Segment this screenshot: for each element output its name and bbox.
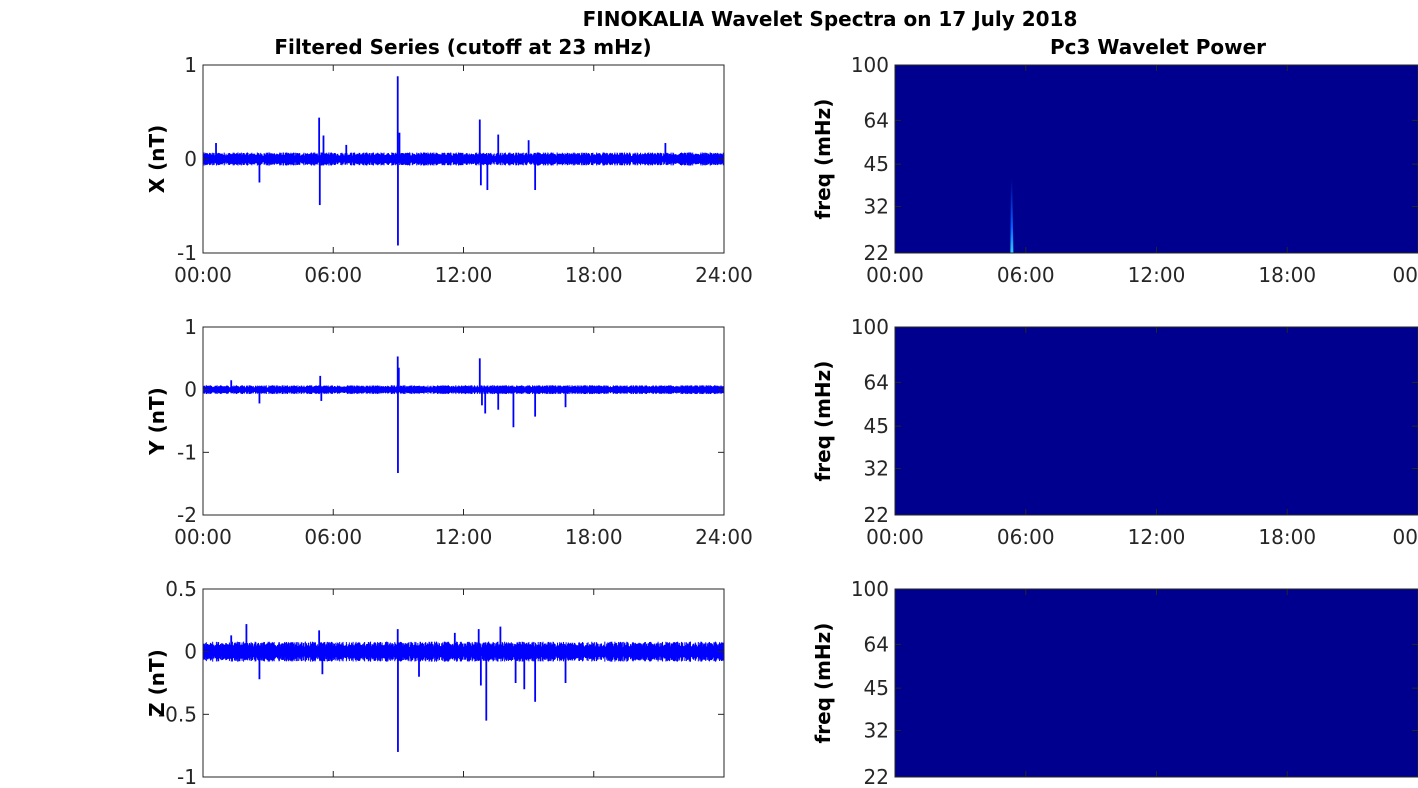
y-tick-label: -0.5 bbox=[158, 702, 197, 726]
heatmap-background bbox=[895, 327, 1418, 515]
figure-title: FINOKALIA Wavelet Spectra on 17 July 201… bbox=[583, 7, 1078, 31]
wavelet-panel-x bbox=[894, 64, 1418, 254]
x-tick-label: 00:00 bbox=[174, 263, 232, 287]
y-axis-label: Y (nT) bbox=[145, 387, 169, 456]
right-column-title: Pc3 Wavelet Power bbox=[1050, 35, 1266, 59]
x-tick-label: 06:00 bbox=[304, 525, 362, 549]
y-tick-label: 1 bbox=[184, 315, 197, 339]
wavelet-power-feature bbox=[1010, 178, 1014, 253]
x-tick-label: 06:00 bbox=[997, 263, 1055, 287]
y-tick-label: 45 bbox=[864, 414, 889, 438]
y-tick-label: 32 bbox=[864, 718, 889, 742]
y-tick-label: 45 bbox=[864, 676, 889, 700]
y-tick-label: 0 bbox=[184, 640, 197, 664]
panels: 10-100:00 06:00 12:00 18:00 24:00X (nT)10-1-… bbox=[145, 53, 1418, 788]
y-axis-label: freq (mHz) bbox=[811, 623, 835, 744]
x-tick-label: 18:00 bbox=[1258, 525, 1316, 549]
x-tick-label: 06:00 bbox=[304, 263, 362, 287]
y-tick-label: 32 bbox=[864, 194, 889, 218]
y-tick-label: -1 bbox=[177, 765, 197, 788]
y-tick-label: 100 bbox=[851, 315, 889, 339]
y-tick-label: 32 bbox=[864, 456, 889, 480]
y-tick-label: 1 bbox=[184, 53, 197, 77]
y-axis-label: freq (mHz) bbox=[811, 361, 835, 482]
x-tick-label: 24:00 bbox=[695, 525, 753, 549]
x-tick-label: 06:00 bbox=[997, 525, 1055, 549]
x-tick-label: 00:00 bbox=[174, 525, 232, 549]
x-tick-label: 18:00 bbox=[565, 263, 623, 287]
y-tick-label: 64 bbox=[864, 370, 889, 394]
y-tick-label: 0 bbox=[184, 147, 197, 171]
y-tick-label: 64 bbox=[864, 108, 889, 132]
signal-trace bbox=[202, 385, 725, 395]
wavelet-panel-z bbox=[894, 588, 1418, 778]
x-tick-label: 12:00 bbox=[435, 263, 493, 287]
x-tick-label: 12:00 bbox=[1128, 525, 1186, 549]
x-tick-label: 18:00 bbox=[1258, 263, 1316, 287]
x-tick-label: 12:00 bbox=[1128, 263, 1186, 287]
x-tick-label: 00:00 bbox=[866, 263, 924, 287]
y-tick-label: 64 bbox=[864, 632, 889, 656]
y-tick-label: 100 bbox=[851, 577, 889, 601]
y-tick-label: 22 bbox=[864, 765, 889, 788]
y-tick-label: 0.5 bbox=[165, 577, 197, 601]
y-axis-label: Z (nT) bbox=[145, 649, 169, 717]
x-tick-label: 12:00 bbox=[435, 525, 493, 549]
y-tick-label: 0 bbox=[184, 378, 197, 402]
y-tick-label: 22 bbox=[864, 503, 889, 527]
timeseries-panel-z bbox=[202, 588, 725, 778]
y-axis-label: freq (mHz) bbox=[811, 99, 835, 220]
y-axis-label: X (nT) bbox=[145, 125, 169, 194]
signal-trace bbox=[202, 641, 725, 662]
x-tick-label: 24:00 bbox=[695, 263, 753, 287]
x-tick-label: 00:00 bbox=[866, 525, 924, 549]
x-tick-label: 00 bbox=[1393, 525, 1418, 549]
signal-trace bbox=[202, 152, 725, 166]
y-tick-label: -1 bbox=[177, 241, 197, 265]
timeseries-panel-y bbox=[202, 326, 725, 516]
y-tick-label: 100 bbox=[851, 53, 889, 77]
y-tick-label: 45 bbox=[864, 152, 889, 176]
plot-area bbox=[203, 327, 724, 515]
heatmap-background bbox=[895, 65, 1418, 253]
heatmap-background bbox=[895, 589, 1418, 777]
y-tick-label: 22 bbox=[864, 241, 889, 265]
plot-area bbox=[203, 589, 724, 777]
y-tick-label: -2 bbox=[177, 503, 197, 527]
x-tick-label: 00 bbox=[1393, 263, 1418, 287]
y-tick-label: -1 bbox=[177, 440, 197, 464]
wavelet-panel-y bbox=[894, 326, 1418, 516]
left-column-title: Filtered Series (cutoff at 23 mHz) bbox=[274, 35, 651, 59]
timeseries-panel-x bbox=[202, 64, 725, 254]
x-tick-label: 18:00 bbox=[565, 525, 623, 549]
